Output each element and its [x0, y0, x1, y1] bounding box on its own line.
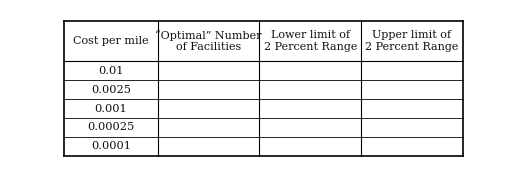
Bar [260, 80, 361, 99]
Bar [260, 137, 361, 156]
Bar [64, 21, 158, 61]
Bar [158, 137, 260, 156]
Bar [64, 80, 158, 99]
Bar [260, 21, 361, 61]
Text: Lower limit of
2 Percent Range: Lower limit of 2 Percent Range [264, 30, 357, 52]
Text: 0.0025: 0.0025 [91, 85, 131, 95]
Bar [64, 137, 158, 156]
Bar [260, 99, 361, 118]
Bar [64, 118, 158, 137]
Text: Cost per mile: Cost per mile [73, 36, 149, 46]
Bar [158, 118, 260, 137]
Text: 0.0001: 0.0001 [91, 141, 131, 151]
Bar [158, 99, 260, 118]
Bar [158, 61, 260, 80]
Bar [361, 80, 463, 99]
Text: 0.01: 0.01 [98, 66, 124, 76]
Bar [361, 118, 463, 137]
Bar [64, 99, 158, 118]
Bar [260, 61, 361, 80]
Bar [361, 137, 463, 156]
Text: 0.00025: 0.00025 [87, 122, 135, 132]
Bar [361, 21, 463, 61]
Text: Upper limit of
2 Percent Range: Upper limit of 2 Percent Range [365, 30, 458, 52]
Bar [158, 21, 260, 61]
Bar [260, 118, 361, 137]
Bar [361, 99, 463, 118]
Bar [158, 80, 260, 99]
Bar [64, 61, 158, 80]
Text: 0.001: 0.001 [95, 104, 127, 114]
Text: “Optimal” Number
of Facilities: “Optimal” Number of Facilities [155, 30, 262, 52]
Bar [361, 61, 463, 80]
